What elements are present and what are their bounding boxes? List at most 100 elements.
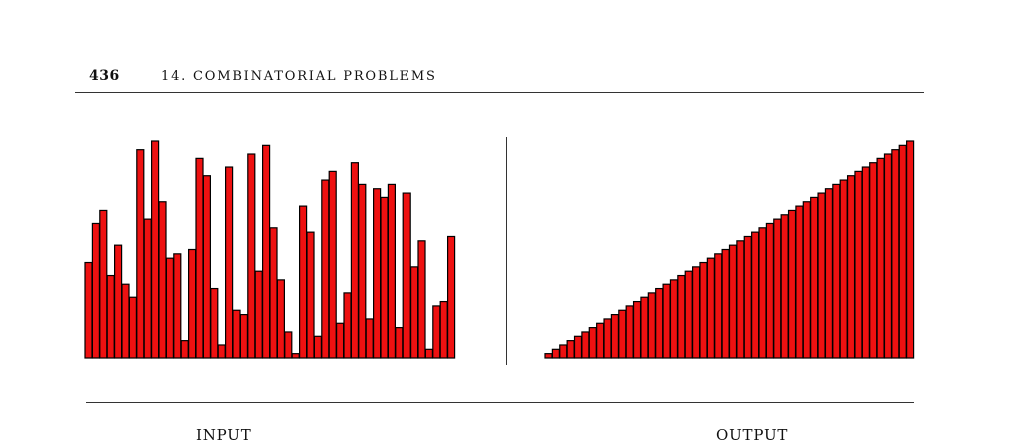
page-number: 436 xyxy=(89,68,120,84)
output-bar-29 xyxy=(751,231,760,359)
input-bar-9 xyxy=(143,218,152,359)
input-bar-19 xyxy=(217,344,226,359)
input-bar-44 xyxy=(402,192,411,359)
input-bar-46 xyxy=(417,240,426,359)
output-bar-35 xyxy=(795,205,804,359)
output-bar-37 xyxy=(810,196,819,359)
input-bar-7 xyxy=(128,296,137,359)
input-bar-5 xyxy=(113,244,123,359)
input-bar-43 xyxy=(395,327,404,359)
output-bar-34 xyxy=(787,209,797,359)
output-bar-9 xyxy=(603,318,612,359)
page-header: 436 14. COMBINATORIAL PROBLEMS xyxy=(75,68,924,93)
output-bar-6 xyxy=(581,331,590,359)
input-bar-38 xyxy=(358,183,367,359)
output-bar-19 xyxy=(677,274,686,359)
output-bar-17 xyxy=(662,283,671,359)
input-bar-37 xyxy=(350,162,359,359)
output-bar-28 xyxy=(743,235,752,359)
input-bar-chart xyxy=(84,140,456,359)
input-bar-40 xyxy=(373,188,382,359)
input-bar-12 xyxy=(165,257,174,359)
input-bar-10 xyxy=(151,140,160,359)
output-bar-22 xyxy=(699,261,708,359)
input-bar-21 xyxy=(232,309,241,359)
output-bar-1 xyxy=(544,353,553,359)
output-bar-24 xyxy=(714,253,723,359)
output-bar-49 xyxy=(898,144,907,359)
output-bar-31 xyxy=(765,222,774,359)
output-bar-43 xyxy=(854,170,863,359)
output-bar-26 xyxy=(728,244,738,359)
input-bar-48 xyxy=(432,305,441,359)
input-bar-34 xyxy=(328,170,337,359)
output-bar-8 xyxy=(596,322,605,359)
input-bar-20 xyxy=(225,166,234,359)
input-bar-13 xyxy=(173,253,182,359)
input-bar-3 xyxy=(99,209,108,359)
input-bar-41 xyxy=(380,196,389,359)
output-bar-36 xyxy=(802,201,811,359)
input-bar-26 xyxy=(269,227,278,359)
input-bar-16 xyxy=(195,157,204,359)
output-bar-5 xyxy=(573,335,583,359)
output-bar-16 xyxy=(655,287,664,359)
output-bar-45 xyxy=(869,162,878,359)
input-bar-1 xyxy=(84,261,93,359)
input-bar-50 xyxy=(447,235,456,359)
output-bar-20 xyxy=(684,270,693,359)
output-bar-33 xyxy=(780,214,789,359)
output-bar-46 xyxy=(876,157,885,359)
input-bar-6 xyxy=(121,283,130,359)
output-bar-41 xyxy=(839,179,848,359)
output-bar-14 xyxy=(640,296,649,359)
output-bar-44 xyxy=(861,166,870,359)
output-bar-27 xyxy=(736,240,745,359)
input-bar-23 xyxy=(247,153,256,359)
output-bar-23 xyxy=(706,257,715,359)
input-bar-30 xyxy=(299,205,308,359)
output-bar-3 xyxy=(559,344,568,359)
output-bar-18 xyxy=(669,279,679,359)
output-bar-11 xyxy=(618,309,627,359)
input-bar-45 xyxy=(410,266,419,359)
input-bar-11 xyxy=(158,201,167,359)
input-bar-18 xyxy=(210,287,219,359)
input-bar-27 xyxy=(276,279,285,359)
running-head: 14. COMBINATORIAL PROBLEMS xyxy=(161,69,437,84)
output-bar-48 xyxy=(891,149,900,359)
figure-rule xyxy=(86,402,914,403)
output-bar-50 xyxy=(906,140,915,359)
output-bar-4 xyxy=(566,340,575,359)
input-bar-14 xyxy=(180,340,189,359)
input-bar-17 xyxy=(202,175,211,359)
input-bar-29 xyxy=(291,353,300,359)
input-bar-33 xyxy=(321,179,330,359)
output-bar-30 xyxy=(758,227,767,359)
output-bar-13 xyxy=(632,300,642,359)
figure-divider xyxy=(506,137,507,365)
input-bar-47 xyxy=(424,348,433,359)
input-bar-36 xyxy=(343,292,352,359)
input-bar-49 xyxy=(439,300,448,359)
input-caption: INPUT xyxy=(196,426,252,444)
input-bar-2 xyxy=(91,222,101,359)
output-bar-47 xyxy=(883,153,893,359)
input-bar-42 xyxy=(387,183,396,359)
output-bar-40 xyxy=(832,183,841,359)
output-bar-25 xyxy=(721,248,730,359)
output-bar-15 xyxy=(647,292,656,359)
output-bar-10 xyxy=(610,314,619,359)
input-bar-31 xyxy=(306,231,315,359)
input-bar-35 xyxy=(336,322,345,359)
output-bar-7 xyxy=(588,327,597,359)
output-caption: OUTPUT xyxy=(716,426,789,444)
output-bar-32 xyxy=(773,218,782,359)
input-bar-24 xyxy=(254,270,263,359)
output-bar-2 xyxy=(551,348,560,359)
output-bar-39 xyxy=(824,188,834,359)
input-bar-22 xyxy=(239,314,248,359)
input-bar-28 xyxy=(284,331,293,359)
output-bar-chart xyxy=(544,140,915,359)
